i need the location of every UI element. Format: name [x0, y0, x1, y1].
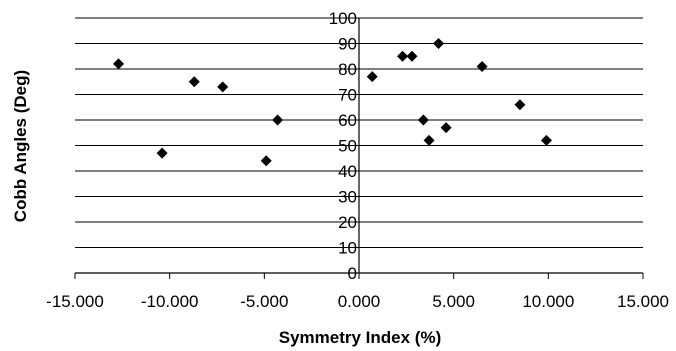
data-point: [514, 99, 526, 111]
x-tick-labels: -15.000 -10.000 -5.000 0.000 5.000 10.000 15.0…: [46, 292, 669, 311]
x-axis-title: Symmetry Index (%): [279, 328, 442, 347]
y-tick-label: 30: [338, 188, 357, 207]
data-point: [260, 155, 272, 167]
x-tick-label: 10.000: [522, 292, 574, 311]
data-points: [113, 38, 552, 167]
data-point: [217, 81, 229, 93]
data-point: [188, 76, 200, 88]
y-tick-label: 20: [338, 213, 357, 232]
data-point: [476, 60, 488, 72]
x-tick-label: -15.000: [46, 292, 104, 311]
data-point: [417, 114, 429, 126]
data-point: [406, 50, 418, 62]
data-point: [366, 71, 378, 83]
data-point: [113, 58, 125, 70]
data-point: [397, 50, 409, 62]
y-tick-label: 0: [348, 264, 357, 283]
x-tick-label: 15.000: [617, 292, 669, 311]
y-tick-label: 80: [338, 60, 357, 79]
y-tick-label: 10: [338, 239, 357, 258]
y-tick-label: 100: [329, 9, 357, 28]
data-point: [272, 114, 284, 126]
data-point: [440, 122, 452, 134]
y-tick-label: 60: [338, 111, 357, 130]
data-point: [423, 134, 435, 146]
data-point: [433, 38, 445, 49]
y-tick-label: 50: [338, 137, 357, 156]
data-point: [156, 147, 168, 159]
x-tick-label: 0.000: [338, 292, 381, 311]
y-tick-label: 90: [338, 35, 357, 54]
y-tick-label: 70: [338, 86, 357, 105]
data-point: [540, 134, 552, 146]
y-tick-labels: 0 10 20 30 40 50 60 70 80 90 100: [329, 9, 357, 283]
y-tick-label: 40: [338, 162, 357, 181]
y-axis-title: Cobb Angles (Deg): [11, 70, 30, 222]
x-tick-label: 5.000: [432, 292, 475, 311]
x-tick-label: -5.000: [240, 292, 288, 311]
axes: [74, 17, 644, 279]
x-tick-label: -10.000: [141, 292, 199, 311]
